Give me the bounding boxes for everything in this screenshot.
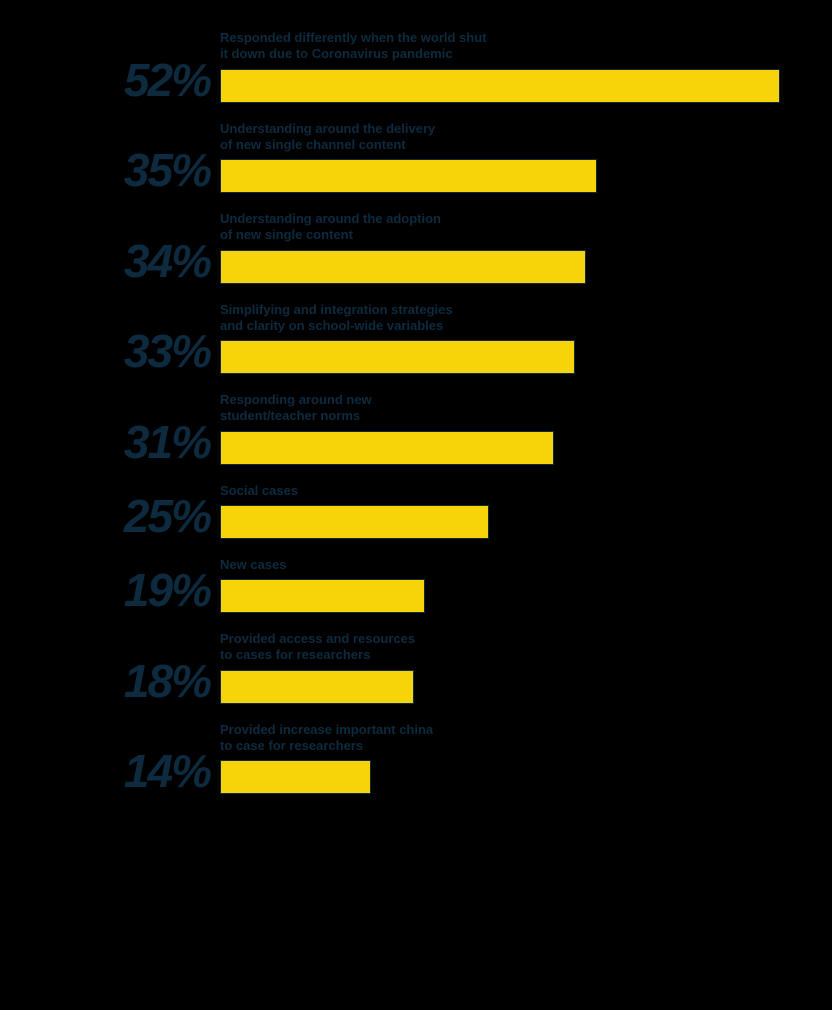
bar — [220, 69, 780, 103]
bar — [220, 760, 371, 794]
chart-row: 34%Understanding around the adoption of … — [0, 211, 802, 284]
value-label: 18% — [0, 658, 220, 704]
value-label: 14% — [0, 748, 220, 794]
value-label: 31% — [0, 419, 220, 465]
bar — [220, 431, 554, 465]
bar-label: Responded differently when the world shu… — [220, 30, 802, 63]
value-label: 34% — [0, 238, 220, 284]
bar-label: Provided increase important china to cas… — [220, 722, 802, 755]
chart-row: 31%Responding around new student/teacher… — [0, 392, 802, 465]
chart-row: 25%Social cases — [0, 483, 802, 539]
chart-row: 14%Provided increase important china to … — [0, 722, 802, 795]
bar — [220, 505, 489, 539]
bar-column: Responding around new student/teacher no… — [220, 392, 802, 465]
bar-label: Understanding around the delivery of new… — [220, 121, 802, 154]
bar — [220, 579, 425, 613]
bar-column: Provided access and resources to cases f… — [220, 631, 802, 704]
bar-label: Social cases — [220, 483, 802, 499]
bar-label: Simplifying and integration strategies a… — [220, 302, 802, 335]
chart-row: 19%New cases — [0, 557, 802, 613]
bar-column: Social cases — [220, 483, 802, 539]
value-label: 52% — [0, 57, 220, 103]
bar — [220, 159, 597, 193]
bar-label: New cases — [220, 557, 802, 573]
value-label: 35% — [0, 147, 220, 193]
bar-label: Understanding around the adoption of new… — [220, 211, 802, 244]
chart-row: 33%Simplifying and integration strategie… — [0, 302, 802, 375]
bar — [220, 670, 414, 704]
bar-column: Simplifying and integration strategies a… — [220, 302, 802, 375]
bar-column: Responded differently when the world shu… — [220, 30, 802, 103]
bar — [220, 250, 586, 284]
chart-row: 18%Provided access and resources to case… — [0, 631, 802, 704]
chart-row: 35%Understanding around the delivery of … — [0, 121, 802, 194]
bar-label: Provided access and resources to cases f… — [220, 631, 802, 664]
bar-column: Provided increase important china to cas… — [220, 722, 802, 795]
chart-row: 52%Responded differently when the world … — [0, 30, 802, 103]
bar-label: Responding around new student/teacher no… — [220, 392, 802, 425]
bar — [220, 340, 575, 374]
bar-column: Understanding around the delivery of new… — [220, 121, 802, 194]
bar-column: Understanding around the adoption of new… — [220, 211, 802, 284]
bar-column: New cases — [220, 557, 802, 613]
value-label: 25% — [0, 493, 220, 539]
value-label: 33% — [0, 328, 220, 374]
bar-chart: 52%Responded differently when the world … — [0, 0, 832, 842]
value-label: 19% — [0, 567, 220, 613]
